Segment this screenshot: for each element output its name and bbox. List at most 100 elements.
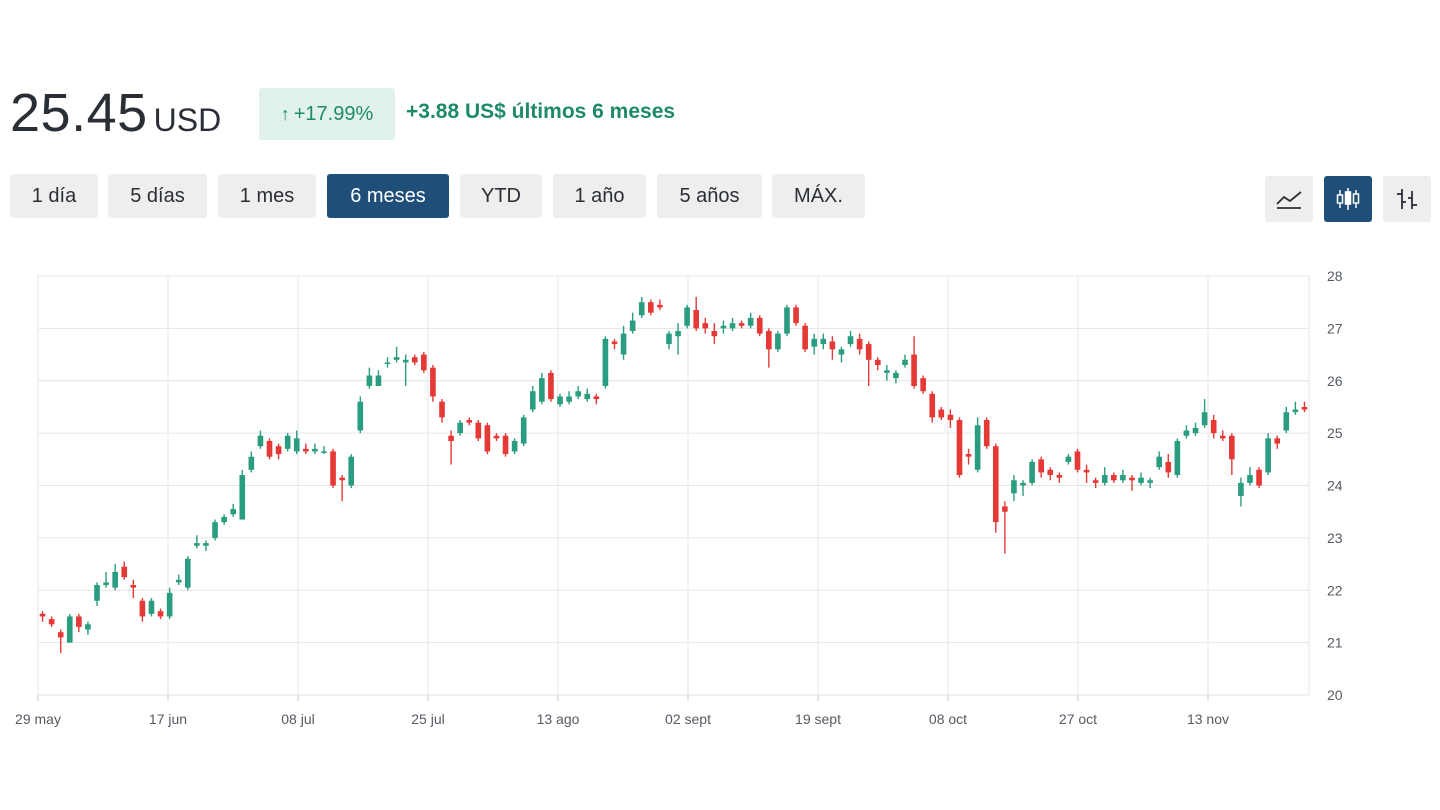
candle-body bbox=[275, 446, 282, 455]
candle-body bbox=[393, 357, 400, 360]
range-button-max[interactable]: MÁX. bbox=[772, 174, 865, 218]
range-button-ytd[interactable]: YTD bbox=[460, 174, 542, 218]
y-tick-label: 28 bbox=[1327, 268, 1343, 284]
candle-body bbox=[1229, 435, 1235, 460]
candle-body bbox=[711, 330, 718, 337]
change-absolute: +3.88 US$ últimos 6 meses bbox=[406, 100, 676, 123]
candle-body bbox=[684, 307, 690, 326]
y-tick-label: 23 bbox=[1327, 530, 1343, 546]
candle-body bbox=[657, 304, 663, 308]
candle-body bbox=[1138, 477, 1144, 483]
range-button-5d[interactable]: 5 días bbox=[108, 174, 207, 218]
y-tick-label: 27 bbox=[1327, 320, 1343, 336]
candle-body bbox=[629, 320, 636, 331]
y-tick-label: 24 bbox=[1327, 478, 1343, 494]
candle-body bbox=[57, 632, 64, 638]
x-tick-label: 02 sept bbox=[665, 711, 711, 727]
range-button-6m[interactable]: 6 meses bbox=[327, 174, 449, 218]
candle-body bbox=[1256, 469, 1262, 486]
candle-body bbox=[593, 396, 600, 400]
candle-body bbox=[847, 336, 854, 345]
candle-body bbox=[1301, 406, 1308, 410]
y-tick-label: 25 bbox=[1327, 425, 1343, 441]
range-button-1m[interactable]: 1 mes bbox=[218, 174, 316, 218]
candle-body bbox=[502, 435, 509, 455]
candlestick-icon bbox=[1336, 188, 1360, 210]
candle-body bbox=[974, 425, 981, 470]
candle-body bbox=[829, 341, 836, 350]
candle-body bbox=[938, 409, 945, 418]
candle-body bbox=[1265, 438, 1271, 473]
candle-body bbox=[357, 401, 364, 431]
change-percent-badge: ↑ +17.99% bbox=[259, 88, 395, 140]
candle-body bbox=[1092, 480, 1099, 483]
candle-body bbox=[666, 333, 672, 345]
candle-body bbox=[920, 378, 926, 392]
candle-body bbox=[239, 475, 246, 520]
arrow-up-icon: ↑ bbox=[280, 103, 290, 124]
candle-body bbox=[1074, 451, 1081, 470]
candle-body bbox=[766, 330, 772, 350]
x-tick-label: 19 sept bbox=[795, 711, 841, 727]
candle-body bbox=[1083, 469, 1090, 473]
x-tick-label: 25 jul bbox=[411, 711, 444, 727]
candle-body bbox=[838, 349, 845, 355]
candle-body bbox=[66, 616, 73, 643]
candle-body bbox=[647, 302, 654, 313]
candle-body bbox=[874, 359, 881, 366]
candle-body bbox=[1183, 430, 1190, 436]
range-button-1d[interactable]: 1 día bbox=[10, 174, 98, 218]
candle-body bbox=[39, 613, 46, 617]
candle-body bbox=[520, 417, 527, 444]
candle-body bbox=[384, 362, 391, 364]
candle-body bbox=[784, 307, 790, 334]
candle-body bbox=[947, 414, 954, 421]
candle-body bbox=[484, 425, 491, 452]
candle-body bbox=[584, 393, 591, 400]
candle-body bbox=[321, 451, 327, 453]
candle-body bbox=[175, 579, 182, 583]
candle-body bbox=[248, 456, 255, 470]
candle-body bbox=[720, 325, 727, 329]
line-chart-button[interactable] bbox=[1265, 176, 1313, 222]
candle-body bbox=[747, 317, 754, 326]
candle-body bbox=[1238, 482, 1244, 496]
candle-body bbox=[94, 585, 100, 601]
candle-body bbox=[566, 396, 572, 402]
ohlc-chart-button[interactable] bbox=[1383, 176, 1431, 222]
candle-body bbox=[1201, 412, 1208, 426]
candle-body bbox=[1283, 412, 1290, 431]
candle-body bbox=[738, 323, 745, 326]
candlestick-chart[interactable]: 20 21 22 23 24 25 26 27 28 29 may 17 jun 08 jul 25 j… bbox=[0, 250, 1440, 740]
candle-body bbox=[194, 543, 200, 546]
candle-body bbox=[212, 522, 218, 538]
candle-body bbox=[1020, 482, 1026, 486]
candle-body bbox=[956, 420, 963, 476]
x-tick-label: 08 oct bbox=[929, 711, 967, 727]
candle-body bbox=[466, 420, 473, 423]
candle-body bbox=[983, 420, 990, 447]
candle-body bbox=[375, 375, 382, 386]
candle-body bbox=[1047, 469, 1054, 476]
candle-body bbox=[1147, 480, 1153, 483]
candle-body bbox=[1011, 480, 1017, 494]
candlestick-chart-button[interactable] bbox=[1324, 176, 1372, 222]
candle-body bbox=[121, 566, 128, 578]
candle-body bbox=[1174, 440, 1181, 476]
candle-body bbox=[775, 333, 781, 350]
x-tick-label: 13 ago bbox=[537, 711, 580, 727]
candle-body bbox=[411, 357, 418, 363]
candle-body bbox=[475, 422, 482, 439]
candle-body bbox=[1274, 438, 1281, 444]
candle-body bbox=[1247, 475, 1253, 483]
candle-body bbox=[1120, 475, 1126, 481]
candle-body bbox=[602, 338, 609, 386]
range-button-1y[interactable]: 1 año bbox=[553, 174, 646, 218]
range-button-5y[interactable]: 5 años bbox=[657, 174, 762, 218]
x-tick-label: 17 jun bbox=[149, 711, 187, 727]
candle-body bbox=[203, 543, 209, 546]
change-percent: +17.99% bbox=[293, 102, 374, 125]
candle-body bbox=[257, 435, 264, 447]
candle-body bbox=[284, 435, 291, 449]
candle-body bbox=[820, 338, 827, 345]
